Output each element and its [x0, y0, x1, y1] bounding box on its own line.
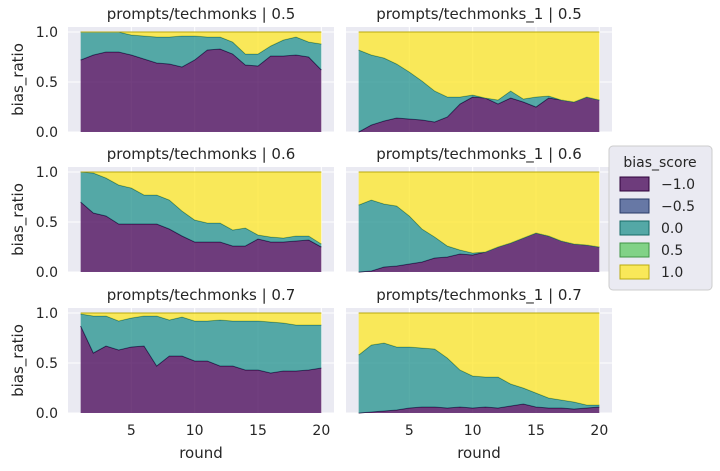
legend: bias_score −1.0 −0.5 0.0 0.5 1.0: [608, 145, 713, 291]
x-tick-label: 10: [464, 423, 482, 439]
legend-swatch: [619, 198, 650, 214]
area-series-0.0: [80, 172, 322, 247]
area-series--1.0: [358, 233, 600, 272]
legend-label: −0.5: [661, 199, 695, 215]
legend-label: 0.5: [661, 243, 683, 259]
panel-5: prompts/techmonks | 0.7 0.0 0.5 1.0 bias_rat…: [9, 286, 334, 462]
y-tick-label: 0.5: [36, 215, 58, 231]
y-tick-label: 1.0: [36, 25, 58, 41]
panel-title: prompts/techmonks_1 | 0.6: [376, 145, 582, 164]
panel-title: prompts/techmonks_1 | 0.5: [376, 5, 582, 24]
legend-title: bias_score: [623, 155, 696, 171]
y-tick-label: 0.0: [36, 406, 58, 422]
x-tick-label: 10: [186, 423, 204, 439]
area-series--1.0: [358, 404, 600, 413]
y-tick-label: 1.0: [36, 165, 58, 181]
panel-2: prompts/techmonks_1 | 0.5: [346, 5, 612, 133]
panel-title: prompts/techmonks_1 | 0.7: [376, 286, 582, 305]
legend-label: 0.0: [661, 221, 683, 237]
legend-entries: −1.0 −0.5 0.0 0.5 1.0: [619, 176, 695, 281]
x-tick-label: 15: [249, 423, 267, 439]
panels: prompts/techmonks | 0.5 0.0 0.5 1.0 bias_rat…: [9, 5, 612, 462]
x-axis-label: round: [179, 444, 223, 462]
legend-label: −1.0: [661, 177, 695, 193]
y-axis-label: bias_ratio: [9, 183, 28, 256]
area-series--1.0: [80, 49, 322, 132]
area-series-1.0: [358, 172, 600, 253]
area-series-1.0: [80, 313, 322, 325]
x-axis-label: round: [457, 444, 501, 462]
y-tick-label: 0.0: [36, 125, 58, 141]
legend-swatch: [619, 220, 650, 236]
y-axis-label: bias_ratio: [9, 324, 28, 397]
area-series-1.0: [80, 172, 322, 244]
x-tick-label: 5: [405, 423, 414, 439]
y-tick-label: 1.0: [36, 306, 58, 322]
x-tick-label: 5: [127, 423, 136, 439]
x-tick-label: 15: [527, 423, 545, 439]
y-tick-label: 0.5: [36, 75, 58, 91]
area-series-0.0: [358, 343, 600, 413]
y-axis-label: bias_ratio: [9, 43, 28, 116]
panel-4: prompts/techmonks_1 | 0.6: [346, 145, 612, 273]
area-series-0.0: [358, 50, 600, 132]
legend-label: 1.0: [661, 265, 683, 281]
area-series--1.0: [80, 202, 322, 272]
panel-title: prompts/techmonks | 0.6: [107, 145, 296, 163]
panel-3: prompts/techmonks | 0.6 0.0 0.5 1.0 bias_rat…: [9, 145, 334, 281]
area-series--1.0: [358, 97, 600, 132]
y-tick-label: 0.0: [36, 265, 58, 281]
area-series-1.0: [80, 32, 322, 54]
panel-1: prompts/techmonks | 0.5 0.0 0.5 1.0 bias_rat…: [9, 5, 334, 141]
legend-swatch: [619, 176, 650, 192]
x-tick-label: 20: [590, 423, 608, 439]
panel-title: prompts/techmonks | 0.5: [107, 5, 296, 23]
legend-swatch: [619, 242, 650, 258]
panel-6: prompts/techmonks_1 | 0.7 5 10 15 20 round: [346, 286, 612, 462]
area-series-1.0: [358, 313, 600, 405]
area-series-0.0: [80, 32, 322, 70]
legend-swatch: [619, 264, 650, 280]
area-series-0.0: [358, 200, 600, 272]
x-tick-label: 20: [312, 423, 330, 439]
area-series--1.0: [80, 326, 322, 413]
y-tick-label: 0.5: [36, 356, 58, 372]
area-series-1.0: [358, 32, 600, 102]
area-series-0.0: [80, 314, 322, 373]
panel-title: prompts/techmonks | 0.7: [107, 286, 296, 304]
